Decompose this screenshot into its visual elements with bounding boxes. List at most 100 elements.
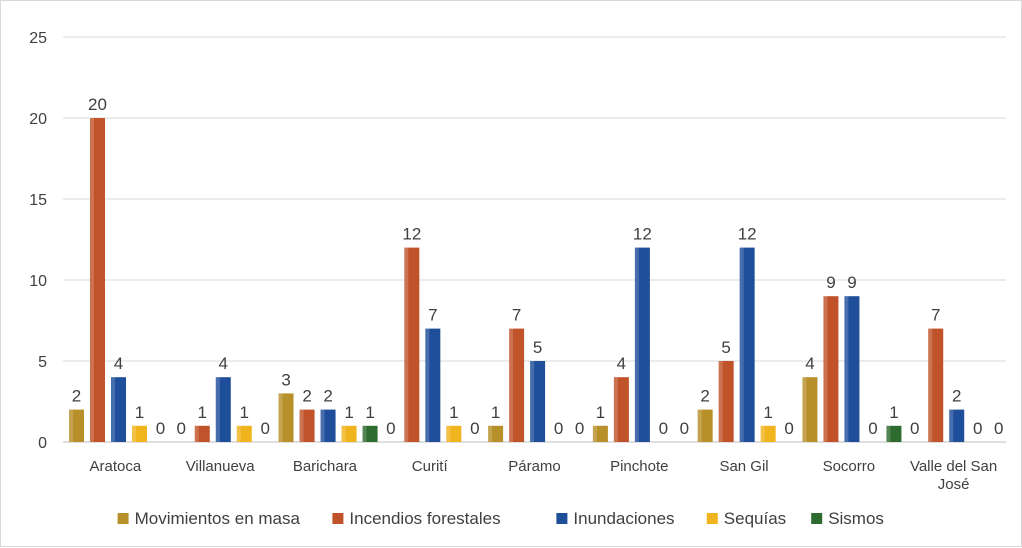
bar-highlight (446, 425, 451, 442)
bar-highlight (194, 425, 199, 442)
data-label-aratoca-movimientos-en-masa: 2 (72, 387, 81, 406)
data-label-valle-del-san-jose-movimientos-en-masa: 0 (910, 419, 919, 438)
legend-swatch-incendios-forestales (332, 513, 344, 524)
bar-san-gil-sequias (760, 425, 776, 442)
data-label-paramo-incendios-forestales: 7 (512, 306, 521, 325)
legend-swatch-sismos (811, 513, 823, 524)
category-label-pinchote: Pinchote (610, 458, 668, 475)
bar-highlight (90, 118, 94, 442)
data-label-san-gil-inundaciones: 12 (738, 225, 757, 244)
bar-pinchote-inundaciones (634, 247, 650, 442)
x-axis: Aratoca Villanueva Barichara Curití Páramo Pi… (90, 458, 998, 493)
bar-highlight (362, 425, 367, 442)
data-label-san-gil-sequias: 1 (763, 403, 772, 422)
data-label-socorro-sequias: 0 (868, 419, 877, 438)
category-label-valle-del-san-jose: Valle del San José (910, 458, 997, 493)
bar-pinchote-incendios-forestales (613, 377, 629, 442)
y-tick-label: 15 (29, 192, 47, 209)
bar-highlight (928, 328, 933, 442)
legend: Movimientos en masa Incendios forestales I… (117, 509, 884, 528)
data-label-valle-del-san-jose-inundaciones: 2 (952, 387, 961, 406)
bar-socorro-incendios-forestales (823, 296, 839, 442)
data-label-san-gil-incendios-forestales: 5 (721, 338, 730, 357)
y-tick-label: 0 (38, 435, 47, 452)
bar-highlight (718, 361, 723, 442)
data-label-pinchote-incendios-forestales: 4 (617, 354, 626, 373)
bar-highlight (278, 393, 283, 442)
data-label-socorro-inundaciones: 9 (847, 273, 856, 292)
bar-barichara-sequias (341, 425, 357, 442)
bar-highlight (215, 377, 220, 442)
data-label-barichara-sismos: 1 (365, 403, 374, 422)
legend-label-movimientos-en-masa: Movimientos en masa (135, 509, 301, 528)
data-label-san-gil-movimientos-en-masa: 2 (700, 387, 709, 406)
data-label-curiti-incendios-forestales: 12 (402, 225, 421, 244)
bar-highlight (425, 328, 430, 442)
data-label-curiti-inundaciones: 7 (428, 306, 437, 325)
data-label-paramo-inundaciones: 5 (533, 338, 542, 357)
y-tick-label: 10 (29, 273, 47, 290)
category-label-barichara: Barichara (293, 458, 358, 475)
bar-highlight (341, 425, 346, 442)
bar-highlight (886, 425, 891, 442)
bar-paramo-inundaciones (530, 361, 546, 442)
bar-curiti-incendios-forestales (404, 247, 420, 442)
bar-highlight (111, 377, 115, 442)
category-label-socorro: Socorro (823, 458, 876, 475)
bar-villanueva-inundaciones (215, 377, 231, 442)
category-label-curiti: Curití (412, 458, 449, 475)
bar-valle-del-san-jose-inundaciones (949, 409, 965, 442)
legend-label-inundaciones: Inundaciones (573, 509, 674, 528)
data-label-villanueva-sequias: 1 (240, 403, 249, 422)
data-label-villanueva-movimientos-en-masa: 0 (177, 419, 186, 438)
data-label-pinchote-movimientos-en-masa: 1 (596, 403, 605, 422)
bar-highlight (299, 409, 304, 442)
bar-paramo-movimientos-en-masa (488, 425, 504, 442)
bar-highlight (760, 425, 765, 442)
legend-label-sismos: Sismos (828, 509, 884, 528)
legend-swatch-inundaciones (556, 513, 568, 524)
data-label-pinchote-sismos: 0 (680, 419, 689, 438)
data-label-aratoca-inundaciones: 4 (114, 354, 123, 373)
data-label-valle-del-san-jose-incendios-forestales: 7 (931, 306, 940, 325)
bar-san-gil-incendios-forestales (718, 361, 734, 442)
data-label-valle-del-san-jose-sismos: 0 (994, 419, 1003, 438)
category-label-san-gil: San Gil (719, 458, 768, 475)
data-label-pinchote-sequias: 0 (659, 419, 668, 438)
bar-aratoca-inundaciones (111, 377, 126, 442)
bar-highlight (132, 425, 136, 442)
legend-swatch-sequias (706, 513, 718, 524)
bar-aratoca-incendios-forestales (90, 118, 105, 442)
bar-curiti-inundaciones (425, 328, 441, 442)
data-label-socorro-incendios-forestales: 9 (826, 273, 835, 292)
data-label-barichara-movimientos-en-masa: 3 (281, 370, 290, 389)
bar-barichara-inundaciones (320, 409, 336, 442)
bar-aratoca-sequias (132, 425, 147, 442)
data-label-aratoca-incendios-forestales: 20 (88, 95, 107, 114)
data-label-paramo-sismos: 0 (575, 419, 584, 438)
data-label-barichara-inundaciones: 2 (323, 387, 332, 406)
bar-paramo-incendios-forestales (509, 328, 525, 442)
bar-curiti-sequias (446, 425, 462, 442)
data-label-villanueva-incendios-forestales: 1 (198, 403, 207, 422)
data-label-pinchote-inundaciones: 12 (633, 225, 652, 244)
data-label-socorro-sismos: 1 (889, 403, 898, 422)
data-label-paramo-movimientos-en-masa: 1 (491, 403, 500, 422)
bar-highlight (69, 409, 73, 442)
bar-highlight (802, 377, 807, 442)
bar-highlight (613, 377, 618, 442)
legend-swatch-movimientos-en-masa (117, 513, 129, 524)
data-label-valle-del-san-jose-sequias: 0 (973, 419, 982, 438)
data-label-aratoca-sequias: 1 (135, 403, 144, 422)
data-label-curiti-sismos: 0 (470, 419, 479, 438)
bar-highlight (488, 425, 493, 442)
bar-san-gil-movimientos-en-masa (697, 409, 713, 442)
bar-highlight (844, 296, 849, 442)
data-label-villanueva-inundaciones: 4 (219, 354, 228, 373)
data-label-curiti-movimientos-en-masa: 0 (386, 419, 395, 438)
bar-highlight (949, 409, 954, 442)
bar-highlight (236, 425, 241, 442)
